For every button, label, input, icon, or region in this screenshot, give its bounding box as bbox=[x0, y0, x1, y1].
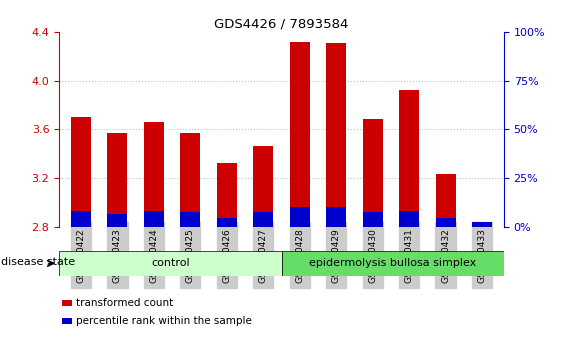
Bar bbox=[399, 90, 419, 227]
Bar bbox=[180, 212, 200, 227]
Bar bbox=[326, 207, 346, 227]
Text: percentile rank within the sample: percentile rank within the sample bbox=[76, 316, 252, 326]
Title: GDS4426 / 7893584: GDS4426 / 7893584 bbox=[215, 18, 348, 31]
Bar bbox=[282, 251, 504, 276]
Text: transformed count: transformed count bbox=[76, 298, 173, 308]
Bar bbox=[253, 212, 273, 227]
Bar bbox=[363, 212, 383, 227]
Text: epidermolysis bullosa simplex: epidermolysis bullosa simplex bbox=[309, 258, 476, 268]
Text: control: control bbox=[151, 258, 190, 268]
Bar bbox=[436, 174, 455, 227]
Bar bbox=[180, 133, 200, 227]
Bar bbox=[144, 122, 164, 227]
Bar bbox=[217, 163, 237, 227]
Bar bbox=[71, 211, 91, 227]
Bar bbox=[253, 146, 273, 227]
Bar bbox=[436, 218, 455, 227]
Bar bbox=[62, 318, 72, 324]
Bar bbox=[59, 251, 282, 276]
Bar bbox=[290, 42, 310, 227]
Bar bbox=[62, 300, 72, 306]
Bar bbox=[108, 133, 127, 227]
Bar bbox=[399, 211, 419, 227]
Bar bbox=[217, 218, 237, 227]
Bar bbox=[326, 43, 346, 227]
Bar bbox=[71, 117, 91, 227]
Bar bbox=[144, 211, 164, 227]
Bar bbox=[290, 207, 310, 227]
Bar bbox=[108, 215, 127, 227]
Bar bbox=[472, 222, 492, 227]
Text: disease state: disease state bbox=[1, 257, 75, 267]
Bar bbox=[363, 120, 383, 227]
Bar bbox=[472, 224, 492, 227]
